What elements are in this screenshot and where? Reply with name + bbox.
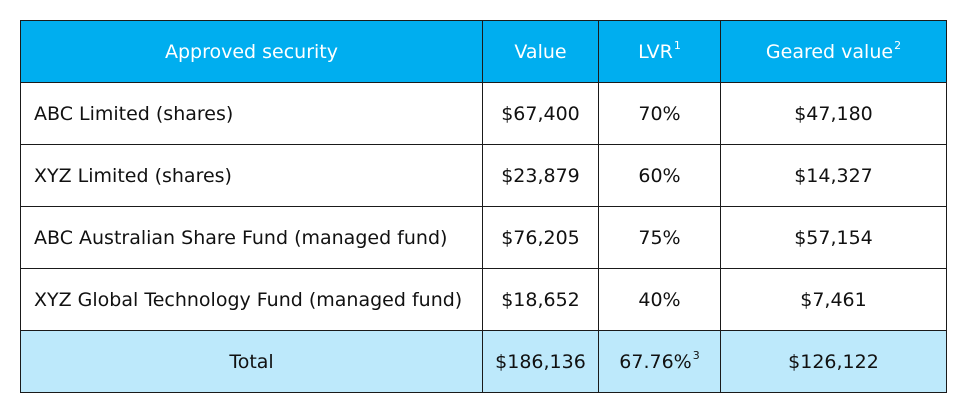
security-name: XYZ Limited (shares) [20, 144, 483, 207]
security-geared-value: $47,180 [720, 82, 947, 145]
security-value: $76,205 [482, 206, 599, 269]
securities-table-container: Approved security Value LVR1 Geared valu… [20, 20, 947, 393]
table-body: ABC Limited (shares) $67,400 70% $47,180… [20, 82, 947, 393]
header-lvr: LVR1 [598, 20, 721, 83]
header-value-label: Value [514, 40, 567, 63]
security-lvr: 60% [598, 144, 721, 207]
total-lvr: 67.76%3 [598, 330, 721, 393]
header-approved-security: Approved security [20, 20, 483, 83]
table-row: ABC Australian Share Fund (managed fund)… [20, 206, 947, 269]
security-lvr: 70% [598, 82, 721, 145]
table-header: Approved security Value LVR1 Geared valu… [20, 20, 947, 83]
security-value: $23,879 [482, 144, 599, 207]
total-lvr-value: 67.76% [619, 350, 692, 373]
header-value: Value [482, 20, 599, 83]
header-geared-value-label: Geared value [765, 40, 894, 63]
header-row: Approved security Value LVR1 Geared valu… [20, 20, 947, 83]
security-lvr: 40% [598, 268, 721, 331]
approved-securities-table: Approved security Value LVR1 Geared valu… [20, 20, 947, 393]
security-value: $67,400 [482, 82, 599, 145]
security-geared-value: $57,154 [720, 206, 947, 269]
security-name: XYZ Global Technology Fund (managed fund… [20, 268, 483, 331]
security-value: $18,652 [482, 268, 599, 331]
header-lvr-footnote: 1 [673, 38, 681, 52]
table-row: XYZ Limited (shares) $23,879 60% $14,327 [20, 144, 947, 207]
header-approved-security-label: Approved security [164, 40, 339, 63]
total-lvr-footnote: 3 [692, 348, 700, 362]
total-row: Total $186,136 67.76%3 $126,122 [20, 330, 947, 393]
total-value: $186,136 [482, 330, 599, 393]
security-geared-value: $7,461 [720, 268, 947, 331]
security-lvr: 75% [598, 206, 721, 269]
header-geared-value: Geared value2 [720, 20, 947, 83]
security-name: ABC Limited (shares) [20, 82, 483, 145]
total-geared-value: $126,122 [720, 330, 947, 393]
total-label: Total [20, 330, 483, 393]
table-row: XYZ Global Technology Fund (managed fund… [20, 268, 947, 331]
security-name: ABC Australian Share Fund (managed fund) [20, 206, 483, 269]
header-geared-footnote: 2 [894, 38, 902, 52]
table-row: ABC Limited (shares) $67,400 70% $47,180 [20, 82, 947, 145]
security-geared-value: $14,327 [720, 144, 947, 207]
header-lvr-label: LVR [638, 40, 673, 63]
